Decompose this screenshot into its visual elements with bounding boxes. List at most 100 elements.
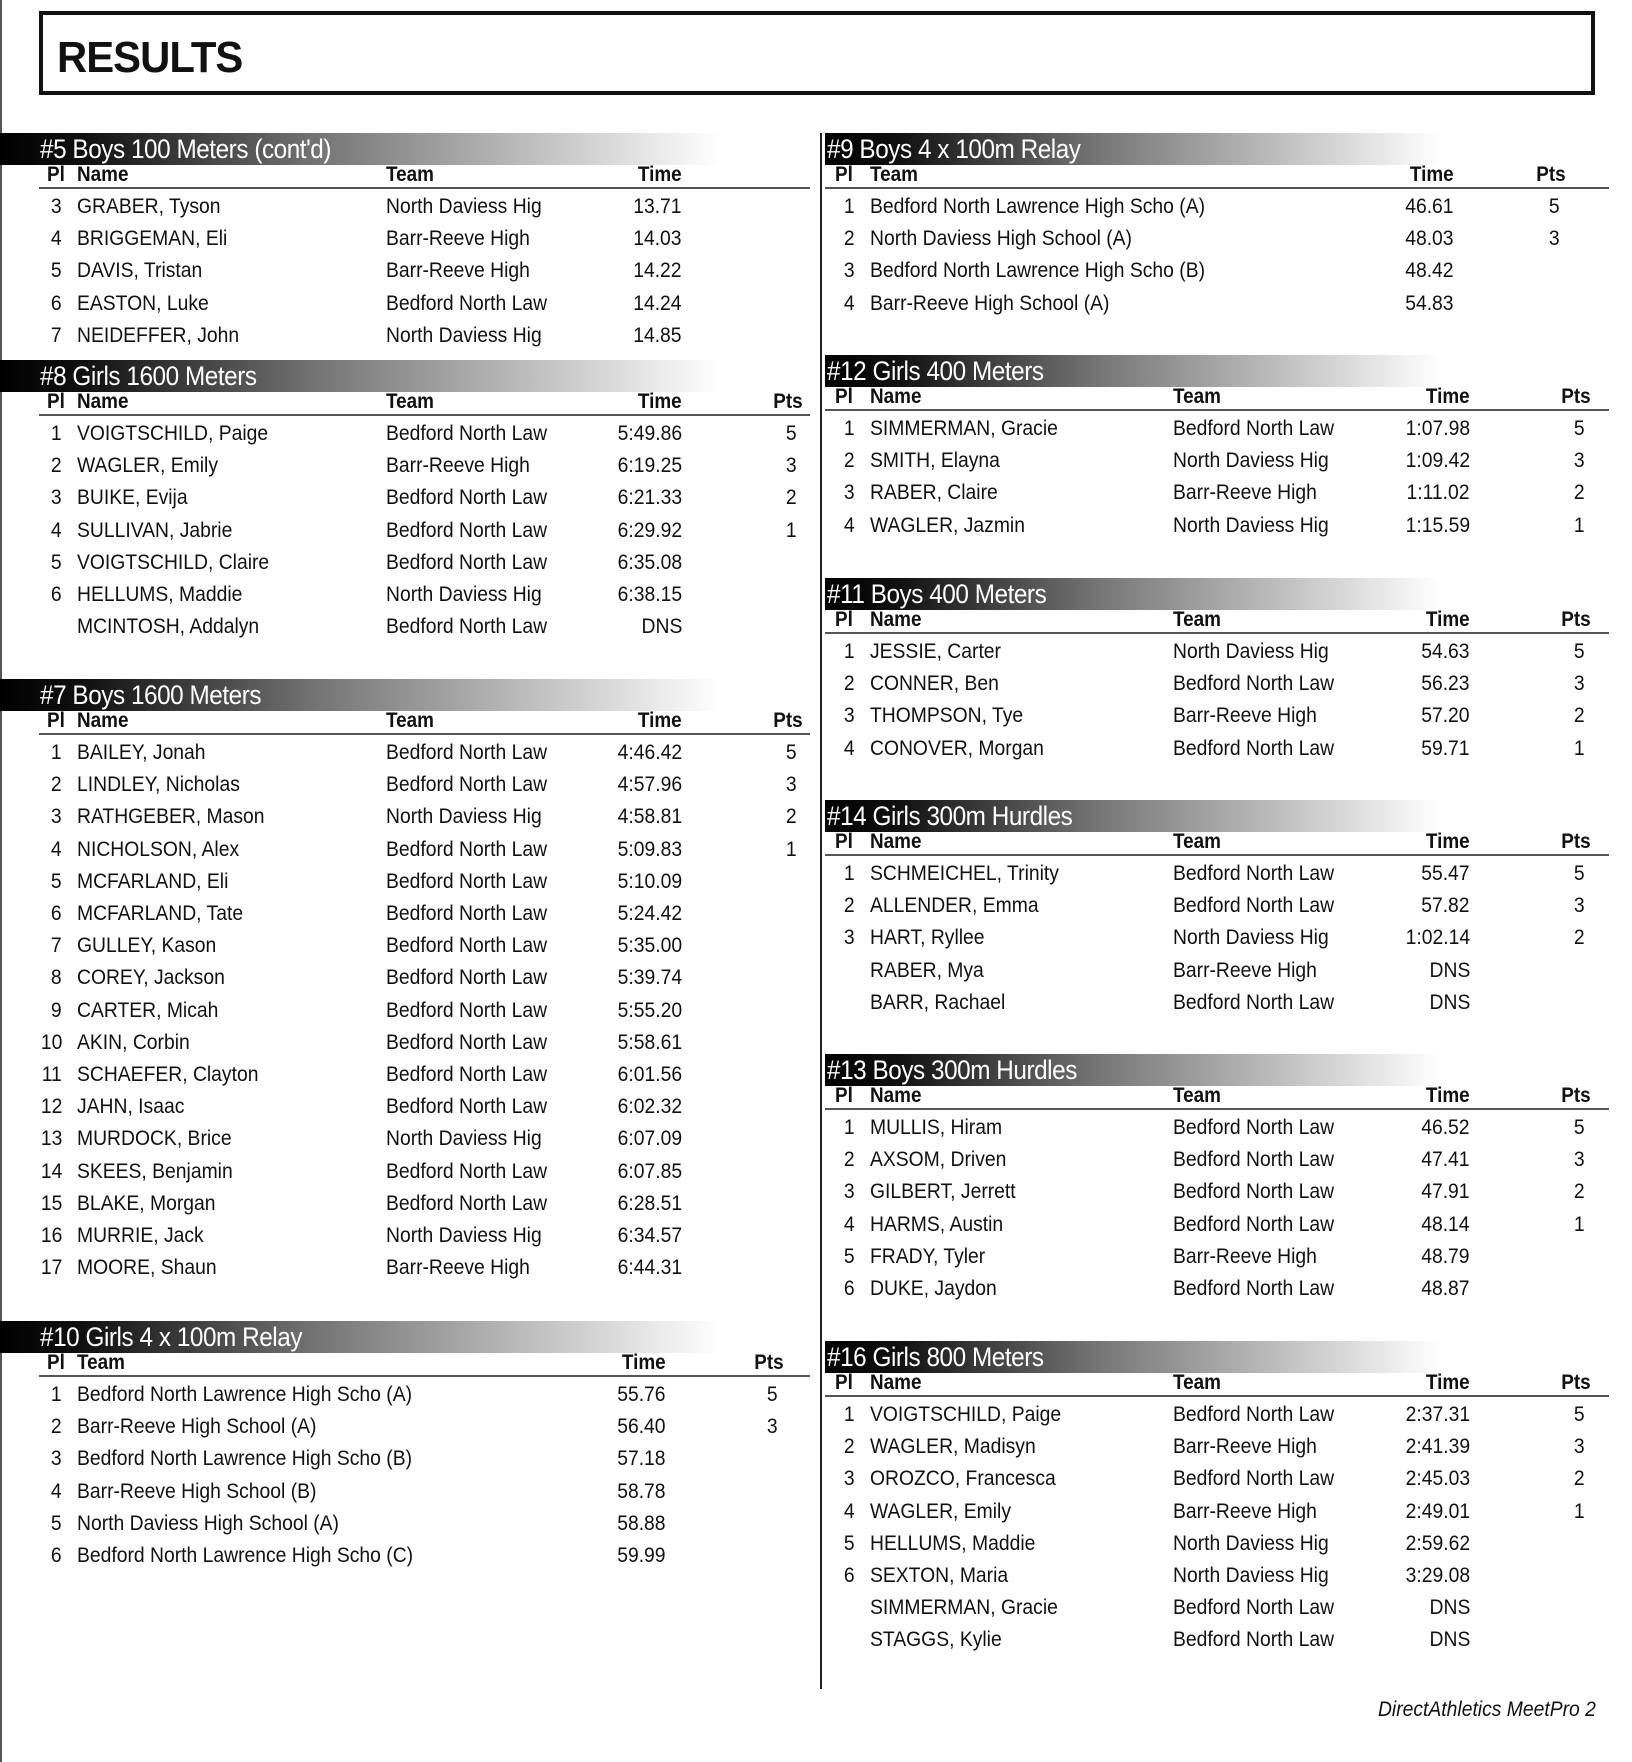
result-time: 2:37.31 [1405,1403,1470,1426]
column-divider [820,133,822,1689]
result-points: 1 [1574,1499,1585,1523]
result-place: 17 [40,1256,62,1280]
result-team: Barr-Reeve High [1173,481,1317,505]
event-title: #11 Boys 400 Meters [827,579,1047,609]
header-time: Time [638,163,682,186]
result-row: 1 Bedford North Lawrence High Scho (A) 55.… [0,1379,810,1411]
result-row: 17 MOORE, Shaun Barr-Reeve High 6:44.31 [0,1252,810,1284]
result-row: 5 DAVIS, Tristan Barr-Reeve High 14.22 [0,255,810,287]
result-team: North Daviess High School (A) [77,1511,339,1535]
result-time: 48.42 [1405,259,1454,283]
result-row: 12 JAHN, Isaac Bedford North Law 6:02.32 [0,1091,810,1123]
header-name: Name [870,1084,922,1107]
result-team: Barr-Reeve High [1173,704,1317,728]
result-time: 46.52 [1421,1116,1470,1139]
result-place: 6 [51,291,62,315]
result-team: Bedford North Lawrence High Scho (A) [77,1383,413,1406]
result-row: 3 BUIKE, Evija Bedford North Law 6:21.33 2 [0,482,810,514]
header-points: Pts [1561,1084,1591,1107]
result-row: 9 CARTER, Micah Bedford North Law 5:55.20 [0,995,810,1027]
result-row: 5 MCFARLAND, Eli Bedford North Law 5:10.09 [0,866,810,898]
event-header-bar: #8 Girls 1600 Meters [0,360,720,392]
result-row: 3 RATHGEBER, Mason North Daviess Hig 4:58.8… [0,801,810,833]
result-team: Bedford North Law [1173,736,1335,760]
result-row: 3 OROZCO, Francesca Bedford North Law 2:45.… [825,1463,1609,1495]
result-points: 3 [786,454,797,478]
header-time: Time [1426,1084,1470,1107]
result-points: 5 [1574,862,1585,885]
header-team: Team [386,390,434,413]
result-team: Bedford North Law [1173,672,1335,696]
event-header-bar: #13 Boys 300m Hurdles [825,1054,1440,1086]
event-header-bar: #7 Boys 1600 Meters [0,679,720,711]
header-points: Pts [1561,608,1591,631]
athlete-name: MCFARLAND, Eli [77,869,229,893]
header-place: Pl [835,1371,853,1394]
event-header-bar: #5 Boys 100 Meters (cont'd) [0,133,720,165]
event-title: #12 Girls 400 Meters [827,356,1044,386]
result-team: Bedford North Law [386,518,548,542]
result-time: 2:45.03 [1405,1467,1470,1491]
result-points: 2 [786,486,797,510]
column-header-row: Pl Name Team Time Pts [825,1084,1609,1110]
header-place: Pl [47,163,65,186]
athlete-name: CARTER, Micah [77,998,219,1022]
column-header-row: Pl Name Team Time [39,163,810,189]
result-team: Bedford North Law [1173,1467,1335,1491]
athlete-name: MULLIS, Hiram [870,1116,1003,1139]
column-header-row: Pl Name Team Time Pts [39,709,810,735]
result-points: 3 [1574,894,1585,918]
header-time: Time [1426,608,1470,631]
result-place: 5 [51,1511,62,1535]
result-row: 2 North Daviess High School (A) 48.03 3 [825,223,1609,255]
header-name: Name [77,709,129,732]
result-time: 57.82 [1421,894,1470,918]
athlete-name: WAGLER, Emily [870,1499,1011,1523]
header-time: Time [638,709,682,732]
athlete-name: GILBERT, Jerrett [870,1180,1016,1204]
result-team: Bedford North Law [1173,417,1335,440]
result-place: 2 [844,227,855,251]
result-points: 3 [1549,227,1560,251]
athlete-name: RABER, Claire [870,481,998,505]
result-team: Bedford North Law [1173,990,1335,1014]
header-team: Team [1173,608,1221,631]
result-team: Bedford North Law [1173,862,1335,885]
result-time: DNS [1429,1596,1470,1620]
result-place: 5 [844,1244,855,1268]
result-points: 5 [786,741,797,764]
result-place: 2 [51,454,62,478]
result-place: 3 [844,481,855,505]
result-team: Barr-Reeve High School (B) [77,1479,317,1503]
result-time: 55.76 [617,1383,666,1406]
athlete-name: SMITH, Elayna [870,449,1000,473]
result-team: Bedford North Law [1173,1277,1335,1300]
result-time: 48.03 [1405,227,1454,251]
result-time: 5:55.20 [617,998,682,1022]
result-team: Bedford North Law [386,902,548,925]
result-team: Bedford North Law [386,1063,548,1086]
result-team: Barr-Reeve High [386,227,530,251]
header-place: Pl [835,1084,853,1107]
result-team: Bedford North Law [386,741,548,764]
result-row: 2 CONNER, Ben Bedford North Law 56.23 3 [825,668,1609,700]
result-row: 3 GRABER, Tyson North Daviess Hig 13.71 [0,191,810,223]
athlete-name: FRADY, Tyler [870,1244,986,1268]
result-place: 4 [844,736,855,760]
header-team: Team [386,709,434,732]
result-team: Barr-Reeve High [386,259,530,283]
result-row: 4 HARMS, Austin Bedford North Law 48.14 1 [825,1209,1609,1241]
result-time: 6:34.57 [617,1224,682,1247]
result-team: Barr-Reeve High School (A) [870,291,1110,315]
result-row: 4 WAGLER, Jazmin North Daviess Hig 1:15.59 1 [825,510,1609,542]
result-row: 7 GULLEY, Kason Bedford North Law 5:35.00 [0,930,810,962]
result-points: 5 [1549,195,1560,218]
result-points: 1 [1574,736,1585,760]
result-place: 1 [844,1116,855,1139]
column-header-row: Pl Name Team Time Pts [39,390,810,416]
result-team: Bedford North Law [386,869,548,893]
result-time: 6:28.51 [617,1191,682,1215]
result-team: North Daviess Hig [1173,640,1329,663]
result-row: 8 COREY, Jackson Bedford North Law 5:39.74 [0,962,810,994]
event-header-bar: #10 Girls 4 x 100m Relay [0,1321,720,1353]
